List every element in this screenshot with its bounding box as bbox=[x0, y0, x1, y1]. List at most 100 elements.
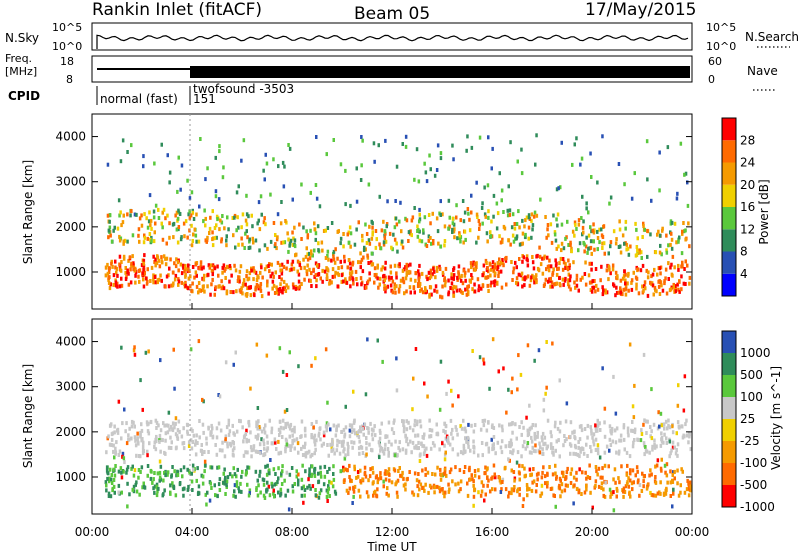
velocity-echo-cell bbox=[257, 433, 260, 438]
power-echo-cell bbox=[624, 219, 628, 224]
velocity-echo-cell bbox=[281, 464, 284, 469]
power-echo-cell bbox=[561, 257, 565, 261]
power-echo-cell bbox=[213, 236, 217, 241]
power-echo-cell bbox=[186, 235, 189, 240]
velocity-echo-cell bbox=[594, 465, 598, 469]
power-echo-cell bbox=[390, 245, 393, 250]
power-echo-cell bbox=[323, 269, 327, 274]
power-echo-cell bbox=[303, 277, 306, 282]
velocity-echo-cell bbox=[300, 419, 304, 424]
power-echo-cell bbox=[306, 257, 310, 262]
power-echo-cell bbox=[290, 267, 293, 272]
velocity-echo-cell bbox=[159, 477, 162, 482]
velocity-echo-cell bbox=[451, 436, 455, 441]
velocity-echo-cell bbox=[392, 420, 395, 425]
velocity-echo-cell bbox=[532, 479, 536, 484]
velocity-echo-cell bbox=[146, 422, 149, 427]
velocity-echo-cell bbox=[133, 424, 136, 429]
power-echo-cell bbox=[589, 288, 593, 292]
power-echo-cell bbox=[379, 246, 383, 251]
power-echo-cell bbox=[658, 266, 661, 271]
power-echo-cell bbox=[626, 246, 630, 251]
power-echo-cell bbox=[434, 284, 438, 289]
colorbar-tick-label: 20 bbox=[740, 178, 755, 192]
power-echo-cell bbox=[348, 271, 352, 276]
power-echo-cell bbox=[489, 283, 492, 288]
power-echo-cell bbox=[435, 168, 439, 172]
power-echo-cell bbox=[507, 184, 510, 189]
power-echo-cell bbox=[160, 221, 163, 226]
velocity-echo-cell bbox=[203, 450, 206, 454]
velocity-echo-cell bbox=[233, 489, 236, 494]
power-echo-cell bbox=[404, 134, 408, 139]
velocity-echo-cell bbox=[362, 432, 365, 437]
power-echo-cell bbox=[143, 212, 146, 217]
power-echo-cell bbox=[290, 262, 294, 267]
power-echo-cell bbox=[524, 232, 527, 237]
power-echo-cell bbox=[376, 265, 379, 270]
velocity-echo-cell bbox=[536, 430, 539, 435]
velocity-echo-cell bbox=[343, 432, 347, 437]
power-echo-cell bbox=[508, 212, 512, 217]
velocity-echo-cell bbox=[665, 441, 669, 445]
power-echo-cell bbox=[204, 216, 207, 221]
power-echo-cell bbox=[403, 291, 406, 296]
power-echo-cell bbox=[665, 250, 669, 255]
power-echo-cell bbox=[252, 240, 255, 245]
power-echo-cell bbox=[624, 292, 628, 297]
power-echo-cell bbox=[109, 282, 112, 287]
power-echo-cell bbox=[400, 241, 403, 246]
velocity-echo-cell bbox=[278, 346, 282, 351]
velocity-echo-cell bbox=[234, 350, 237, 355]
velocity-echo-cell bbox=[536, 477, 539, 482]
power-echo-cell bbox=[554, 282, 557, 286]
velocity-echo-cell bbox=[233, 446, 236, 451]
velocity-echo-cell bbox=[303, 445, 306, 450]
power-echo-cell bbox=[413, 206, 416, 210]
power-echo-cell bbox=[521, 259, 524, 264]
velocity-echo-cell bbox=[612, 477, 615, 482]
velocity-echo-cell bbox=[520, 454, 523, 459]
velocity-echo-cell bbox=[622, 425, 626, 430]
velocity-echo-cell bbox=[376, 338, 379, 343]
power-echo-cell bbox=[241, 242, 244, 247]
power-echo-cell bbox=[635, 286, 638, 291]
power-echo-cell bbox=[395, 275, 398, 280]
power-echo-cell bbox=[501, 258, 504, 262]
velocity-echo-cell bbox=[627, 433, 630, 438]
power-echo-cell bbox=[244, 231, 247, 236]
velocity-echo-cell bbox=[309, 486, 312, 491]
power-echo-cell bbox=[324, 256, 328, 260]
power-echo-cell bbox=[684, 259, 687, 264]
velocity-echo-cell bbox=[382, 484, 385, 489]
power-echo-cell bbox=[320, 240, 324, 245]
power-echo-cell bbox=[666, 145, 670, 150]
velocity-echo-cell bbox=[687, 486, 691, 491]
power-echo-cell bbox=[310, 284, 313, 288]
power-echo-cell bbox=[250, 268, 253, 273]
power-echo-cell bbox=[441, 284, 444, 289]
velocity-echo-cell bbox=[530, 435, 533, 440]
velocity-echo-cell bbox=[109, 477, 113, 482]
velocity-echo-cell bbox=[454, 425, 457, 430]
power-echo-cell bbox=[532, 214, 536, 219]
power-echo-cell bbox=[261, 275, 264, 280]
power-echo-cell bbox=[284, 289, 288, 293]
velocity-echo-cell bbox=[125, 421, 128, 426]
velocity-echo-cell bbox=[569, 451, 572, 456]
power-echo-cell bbox=[393, 237, 397, 242]
power-echo-cell bbox=[385, 222, 389, 226]
power-echo-cell bbox=[643, 280, 647, 285]
power-echo-cell bbox=[214, 155, 217, 160]
velocity-echo-cell bbox=[255, 486, 258, 491]
power-echo-cell bbox=[119, 268, 123, 273]
velocity-echo-cell bbox=[154, 418, 158, 423]
power-echo-cell bbox=[584, 282, 588, 287]
power-echo-cell bbox=[282, 184, 286, 189]
power-echo-cell bbox=[310, 251, 313, 256]
power-echo-cell bbox=[629, 244, 632, 249]
power-echo-cell bbox=[502, 210, 505, 214]
power-echo-cell bbox=[234, 245, 237, 250]
power-echo-cell bbox=[386, 284, 390, 289]
velocity-echo-cell bbox=[190, 427, 193, 432]
